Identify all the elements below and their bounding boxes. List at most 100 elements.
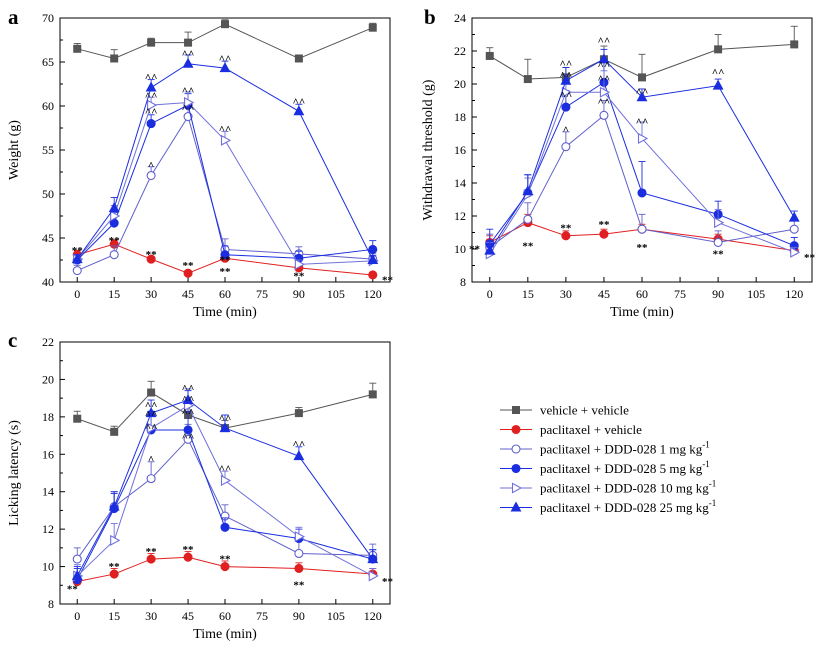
x-tick-label: 15 xyxy=(108,609,120,623)
data-point xyxy=(110,534,121,546)
data-point xyxy=(182,57,194,68)
data-point xyxy=(71,569,83,580)
y-tick-label: 20 xyxy=(454,77,466,91)
legend-label: vehicle + vehicle xyxy=(540,403,629,418)
significance-carets: ^^ xyxy=(145,409,158,421)
x-tick-label: 75 xyxy=(256,287,268,301)
x-tick-label: 120 xyxy=(364,287,382,301)
significance-carets: ^^ xyxy=(292,97,305,109)
data-point xyxy=(294,563,304,573)
significance-carets: ^^ xyxy=(219,463,232,475)
data-point xyxy=(368,244,378,254)
y-tick-label: 8 xyxy=(460,275,466,289)
data-point xyxy=(294,531,306,543)
y-tick-label: 12 xyxy=(454,209,466,223)
data-point xyxy=(368,23,377,32)
x-tick-label: 75 xyxy=(256,609,268,623)
data-point xyxy=(598,53,610,64)
legend-label: paclitaxel + vehicle xyxy=(540,422,642,437)
significance-stars: ** xyxy=(183,260,195,272)
data-point xyxy=(522,185,534,196)
x-tick-label: 30 xyxy=(560,287,572,301)
significance-stars: ** xyxy=(382,576,394,588)
significance-carets: ^^ xyxy=(182,48,195,60)
y-axis-title: Licking latency (s) xyxy=(7,420,22,526)
significance-carets: ^^ xyxy=(219,413,232,425)
y-tick-label: 55 xyxy=(42,143,54,157)
legend-marker xyxy=(511,424,521,435)
legend-entry: paclitaxel + DDD-028 25 mg kg-1 xyxy=(500,498,716,515)
x-axis-title: Time (min) xyxy=(193,305,257,320)
y-tick-label: 12 xyxy=(42,522,54,536)
x-tick-label: 90 xyxy=(712,287,724,301)
legend-marker xyxy=(511,444,521,454)
legend-entry: paclitaxel + vehicle xyxy=(500,422,642,437)
y-tick-label: 14 xyxy=(42,485,54,499)
significance-carets: ^^ xyxy=(182,407,195,419)
legend-label-superscript: -1 xyxy=(709,498,717,508)
x-tick-label: 15 xyxy=(108,287,120,301)
data-point xyxy=(184,38,193,47)
data-point xyxy=(146,119,156,129)
legend-entry: paclitaxel + DDD-028 1 mg kg-1 xyxy=(500,440,710,457)
x-tick-label: 120 xyxy=(364,609,382,623)
series-5 xyxy=(71,390,379,580)
data-point xyxy=(220,250,230,260)
data-point xyxy=(713,237,723,247)
significance-carets: ^^ xyxy=(598,73,611,85)
data-point xyxy=(146,474,156,484)
x-tick-label: 45 xyxy=(598,287,610,301)
panel-c: 8 10 12 14 16 18 20 22 0 15 30 45 60 75 90 105 120 Time (… xyxy=(7,328,394,642)
data-point xyxy=(73,414,82,423)
y-tick-label: 22 xyxy=(42,335,54,349)
significance-carets: ^^ xyxy=(559,90,572,102)
data-point xyxy=(523,214,533,224)
significance-carets: ^^ xyxy=(145,72,158,84)
x-axis-title: Time (min) xyxy=(193,627,257,642)
data-point xyxy=(293,105,305,116)
significance-stars: ** xyxy=(293,270,305,282)
y-tick-label: 10 xyxy=(454,242,466,256)
data-point xyxy=(183,425,193,435)
data-point xyxy=(636,91,648,102)
significance-carets: ^^ xyxy=(636,87,649,99)
significance-carets: ^^ xyxy=(636,116,649,128)
significance-stars: ** xyxy=(598,219,610,231)
data-point xyxy=(109,250,119,260)
data-point xyxy=(714,217,725,229)
data-point xyxy=(293,450,305,461)
x-tick-label: 60 xyxy=(219,609,231,623)
data-point xyxy=(183,552,193,562)
significance-carets: ^ xyxy=(148,160,154,172)
series-0 xyxy=(73,19,377,63)
data-point xyxy=(147,422,158,434)
data-point xyxy=(560,74,572,85)
significance-carets: ^^ xyxy=(182,383,195,395)
y-tick-label: 65 xyxy=(42,55,54,69)
significance-carets: ^^ xyxy=(182,394,195,406)
y-tick-label: 50 xyxy=(42,187,54,201)
significance-stars: ** xyxy=(67,583,79,595)
y-tick-label: 18 xyxy=(454,110,466,124)
y-tick-label: 60 xyxy=(42,99,54,113)
legend-marker xyxy=(510,501,522,512)
data-point xyxy=(484,244,496,255)
y-tick-label: 70 xyxy=(42,11,54,25)
data-point xyxy=(72,266,82,276)
data-point xyxy=(367,553,379,564)
y-tick-label: 16 xyxy=(454,143,466,157)
significance-carets: ^^ xyxy=(292,439,305,451)
data-point xyxy=(294,54,303,63)
legend-label: paclitaxel + DDD-028 10 mg kg-1 xyxy=(540,479,716,496)
data-point xyxy=(71,253,83,264)
data-point xyxy=(147,38,156,47)
data-point xyxy=(523,75,532,84)
y-axis-title: Withdrawal threshold (g) xyxy=(421,79,436,220)
x-tick-label: 75 xyxy=(674,287,686,301)
data-point xyxy=(73,44,82,53)
significance-carets: ^ xyxy=(148,454,154,466)
legend-label-superscript: -1 xyxy=(702,459,710,469)
significance-stars: ** xyxy=(637,242,649,254)
significance-carets: ^^ xyxy=(145,400,158,412)
x-tick-label: 0 xyxy=(487,287,493,301)
